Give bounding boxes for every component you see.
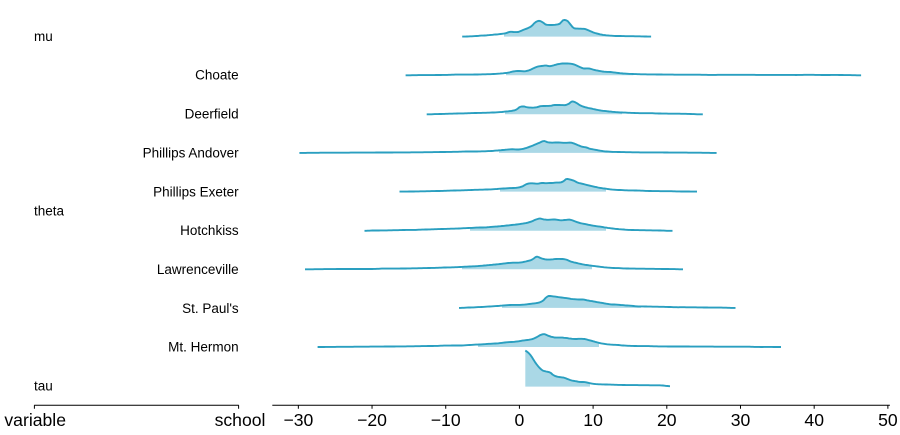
svg-text:−20: −20: [357, 410, 387, 430]
svg-text:mu: mu: [34, 29, 53, 44]
svg-text:Phillips Andover: Phillips Andover: [143, 145, 240, 160]
svg-text:Phillips Exeter: Phillips Exeter: [153, 184, 239, 199]
svg-text:Mt. Hermon: Mt. Hermon: [168, 340, 239, 355]
svg-text:10: 10: [583, 410, 603, 430]
svg-text:−10: −10: [431, 410, 461, 430]
svg-text:Hotchkiss: Hotchkiss: [180, 223, 239, 238]
svg-text:variable: variable: [4, 410, 66, 430]
svg-text:tau: tau: [34, 379, 53, 394]
svg-text:Deerfield: Deerfield: [185, 107, 239, 122]
svg-text:Lawrenceville: Lawrenceville: [157, 262, 239, 277]
svg-text:20: 20: [657, 410, 677, 430]
svg-text:school: school: [215, 410, 266, 430]
svg-text:−30: −30: [283, 410, 313, 430]
svg-text:theta: theta: [34, 204, 65, 219]
svg-text:Choate: Choate: [195, 68, 239, 83]
svg-text:0: 0: [515, 410, 525, 430]
svg-text:St. Paul's: St. Paul's: [182, 301, 239, 316]
svg-text:40: 40: [804, 410, 824, 430]
svg-text:30: 30: [731, 410, 751, 430]
svg-text:50: 50: [878, 410, 898, 430]
